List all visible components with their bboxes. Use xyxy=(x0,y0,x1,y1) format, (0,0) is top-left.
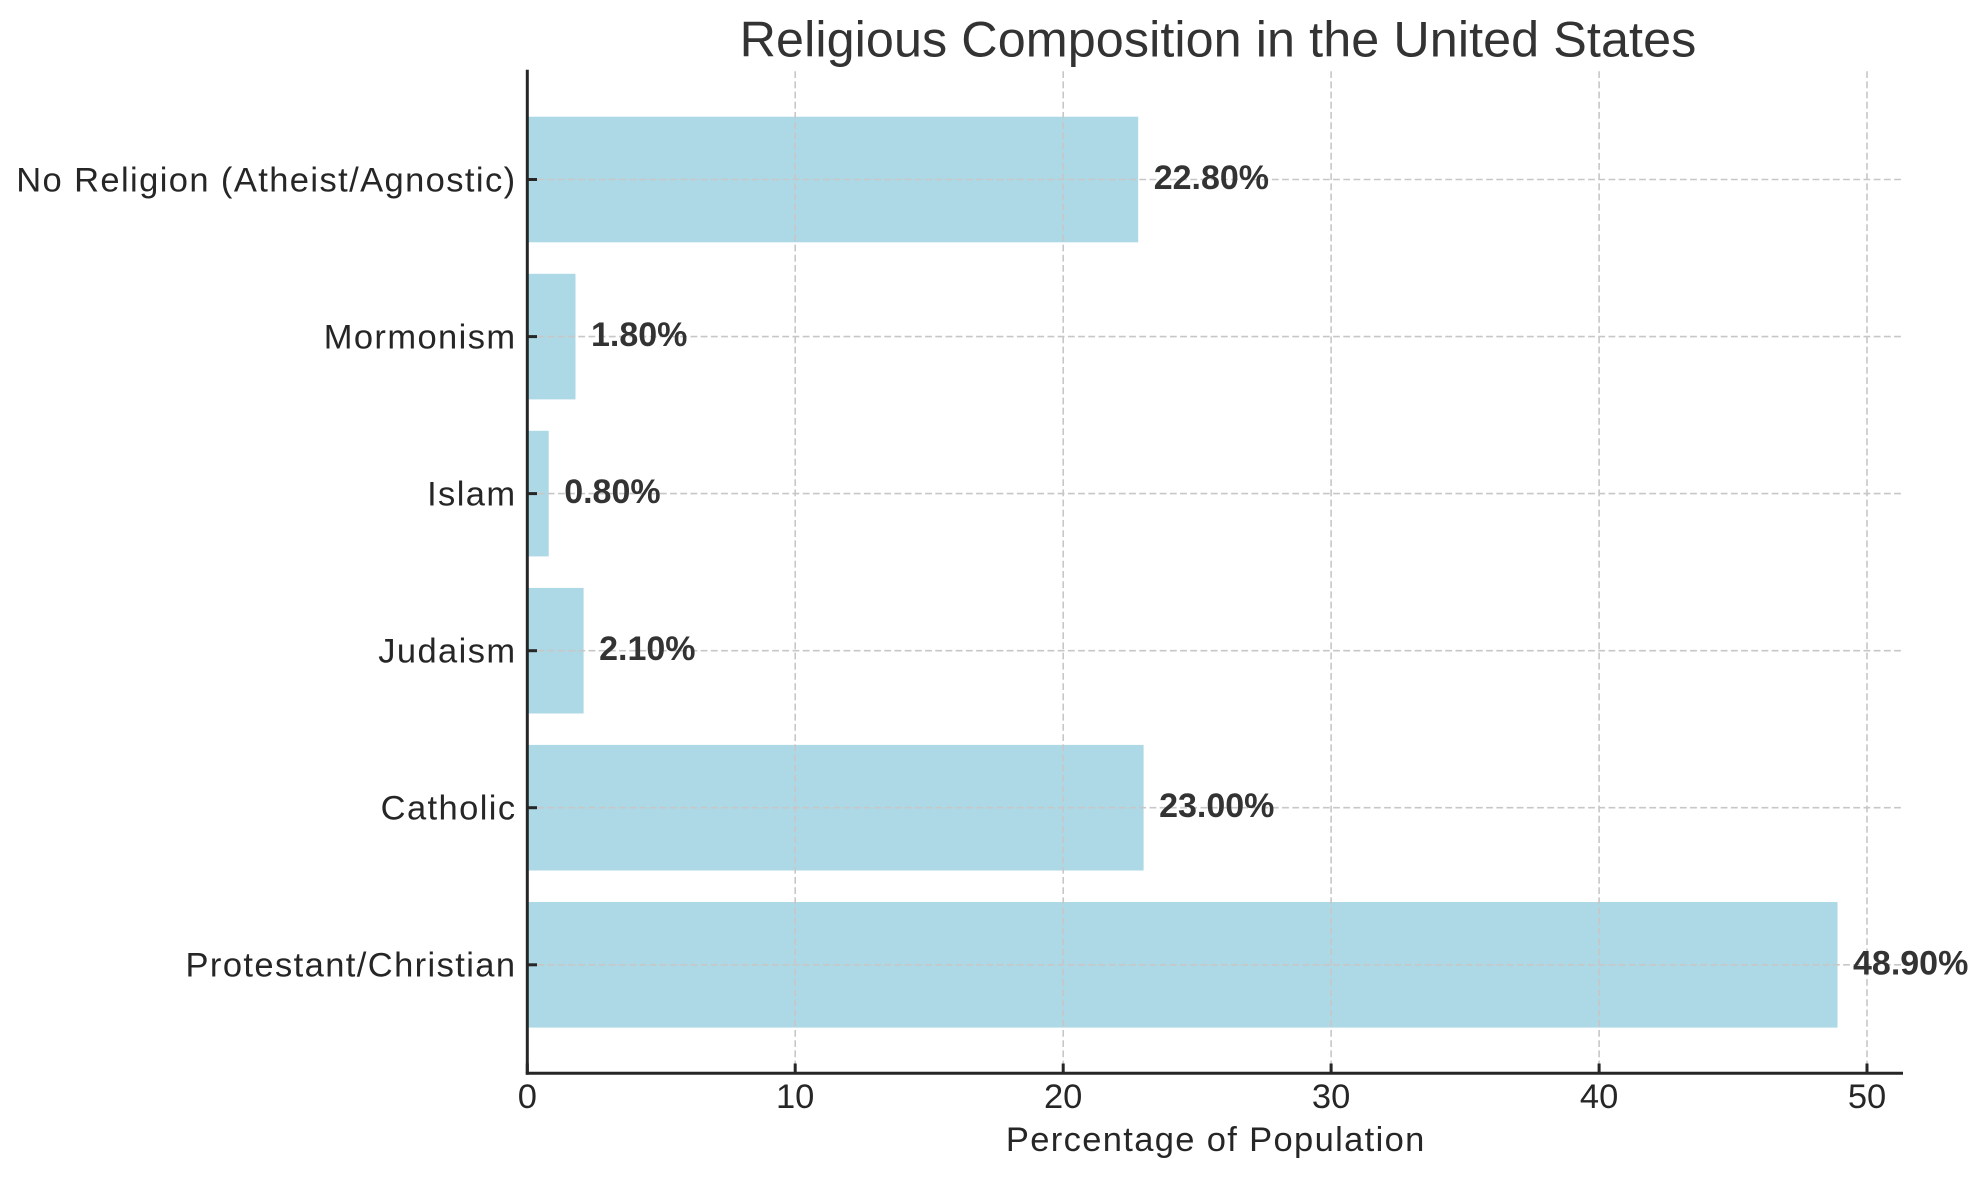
svg-text:40: 40 xyxy=(1580,1078,1618,1116)
svg-text:Islam: Islam xyxy=(427,475,516,513)
svg-text:10: 10 xyxy=(776,1078,814,1116)
svg-text:Percentage of Population: Percentage of Population xyxy=(1006,1121,1426,1159)
svg-text:Mormonism: Mormonism xyxy=(324,318,517,356)
svg-text:48.90%: 48.90% xyxy=(1853,944,1968,982)
svg-text:Protestant/Christian: Protestant/Christian xyxy=(186,947,517,985)
svg-text:1.80%: 1.80% xyxy=(591,316,687,354)
svg-text:30: 30 xyxy=(1312,1078,1350,1116)
svg-text:Judaism: Judaism xyxy=(378,633,516,671)
svg-text:Catholic: Catholic xyxy=(381,790,517,828)
svg-text:23.00%: 23.00% xyxy=(1159,787,1274,825)
svg-text:No Religion (Atheist/Agnostic): No Religion (Atheist/Agnostic) xyxy=(16,161,516,199)
svg-text:0.80%: 0.80% xyxy=(564,473,660,511)
svg-text:22.80%: 22.80% xyxy=(1154,159,1269,197)
svg-text:Religious Composition in the U: Religious Composition in the United Stat… xyxy=(740,10,1697,67)
svg-text:2.10%: 2.10% xyxy=(599,630,695,668)
svg-text:50: 50 xyxy=(1848,1078,1886,1116)
svg-text:0: 0 xyxy=(518,1078,537,1116)
svg-text:20: 20 xyxy=(1044,1078,1082,1116)
